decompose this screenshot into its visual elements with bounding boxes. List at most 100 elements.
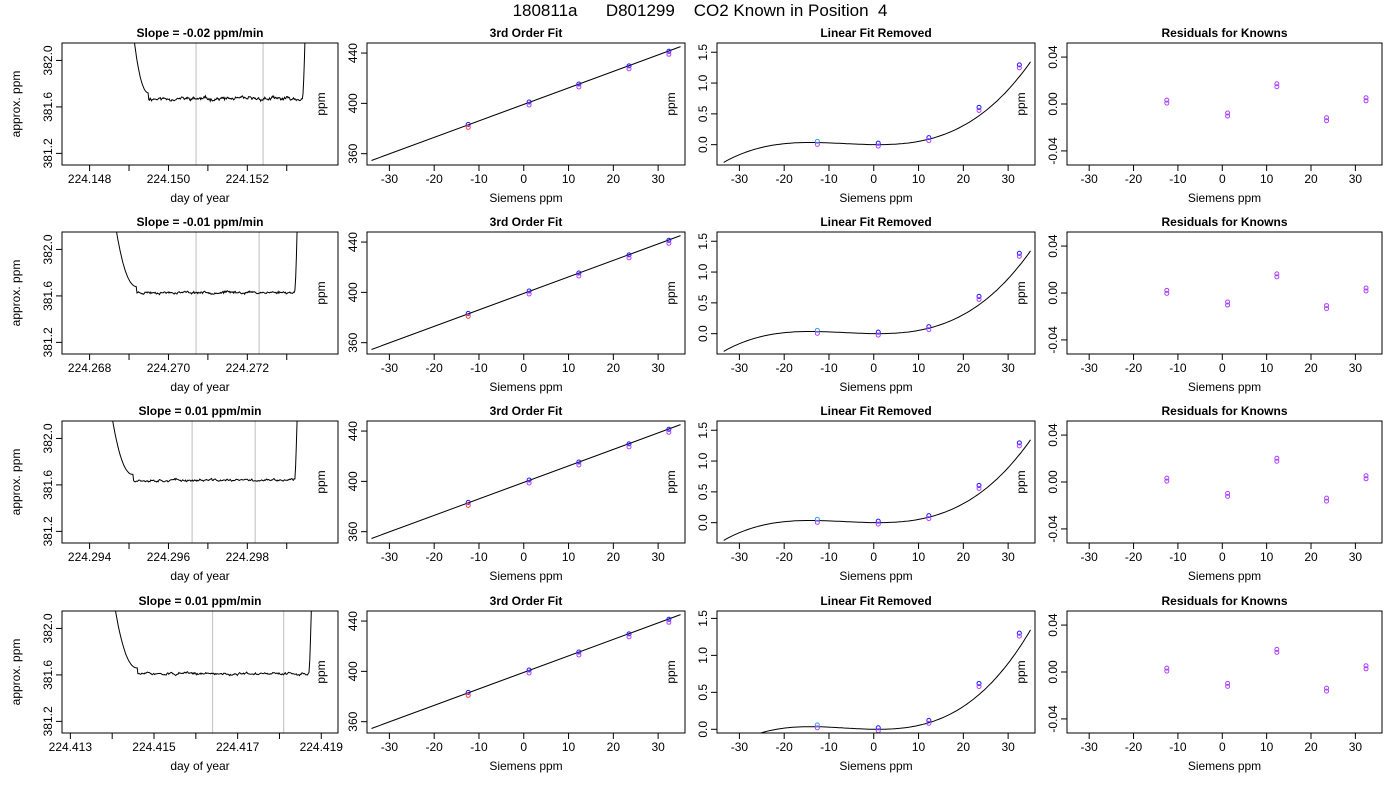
data-point [526,480,532,486]
data-point [1274,646,1280,652]
x-tick-label: -30 [731,172,749,186]
plot-area [1164,646,1369,694]
data-point [926,327,932,333]
data-point [814,722,820,728]
data-point [1324,115,1330,121]
data-point [626,631,632,637]
y-tick-label: 381.2 [41,327,55,357]
data-point [1225,493,1231,499]
chart-panel-r4c1: Slope = 0.01 ppm/min 224.413 224.415 224.41… [9,594,343,773]
data-point [576,84,582,90]
data-point [814,516,820,522]
x-tick-label: 0 [870,361,877,375]
x-tick-label: 30 [1001,550,1015,564]
data-point [875,518,881,524]
y-tick-label: 1.0 [696,452,710,469]
y-axis-label: approx. ppm [9,71,23,138]
data-point [526,667,532,673]
x-tick-label: 10 [562,172,576,186]
data-point [666,48,672,54]
data-point [666,51,672,57]
x-tick-label: 224.272 [226,361,270,375]
data-point [1016,633,1022,639]
y-tick-label: 360 [346,521,360,541]
data-point [976,482,982,488]
x-tick-label: 0 [870,172,877,186]
chart-title: 3rd Order Fit [490,404,563,418]
x-tick-label: -20 [426,361,444,375]
plot-frame [61,610,339,734]
x-tick-label: 224.413 [49,740,93,754]
plot-frame [366,420,686,544]
x-tick-label: 0 [520,172,527,186]
data-point [875,329,881,335]
data-point [1164,97,1170,103]
chart-title: Slope = -0.01 ppm/min [136,215,263,229]
chart-panel-r3c1: Slope = 0.01 ppm/min 224.294 224.296 224.29… [9,404,339,583]
x-tick-label: 10 [912,172,926,186]
plot-area [134,43,306,165]
data-point [1225,680,1231,686]
x-tick-label: 20 [607,740,621,754]
x-tick-label: 0 [1219,550,1226,564]
y-tick-label: 382.0 [41,613,55,643]
y-axis-label: ppm [1014,281,1028,304]
y-tick-label: -0.04 [1046,137,1060,165]
y-tick-label: 0.0 [696,514,710,531]
y-tick-label: 0.0 [696,721,710,738]
data-point [526,102,532,108]
data-point [1363,95,1369,101]
data-point [666,240,672,246]
x-tick-label: 30 [1001,740,1015,754]
plot-area [1164,81,1369,124]
x-tick-label: 224.294 [68,550,112,564]
chart-title: Residuals for Knowns [1161,404,1287,418]
data-point [465,124,471,130]
data-point [1164,290,1170,296]
data-point [976,107,982,113]
data-point [1274,274,1280,280]
data-point [626,441,632,447]
y-tick-label: 0.5 [696,294,710,311]
x-tick-label: 0 [1219,740,1226,754]
data-point [1016,65,1022,71]
x-tick-label: -10 [820,361,838,375]
y-axis-label: ppm [1014,470,1028,493]
y-axis-label: approx. ppm [9,639,23,706]
x-tick-label: 10 [912,361,926,375]
x-axis-label: Siemens ppm [1188,191,1261,205]
plot-area [1164,455,1369,504]
fit-line [371,46,681,161]
data-point [526,99,532,105]
data-point [1225,110,1231,116]
y-tick-label: 0.0 [696,325,710,342]
x-tick-label: 30 [1349,740,1363,754]
x-tick-label: 30 [651,740,665,754]
data-point [926,138,932,144]
plot-frame [716,42,1036,166]
data-point [1164,665,1170,671]
plot-frame [366,42,686,166]
x-tick-label: -20 [776,740,794,754]
data-point [875,143,881,149]
x-tick-label: -30 [731,361,749,375]
data-point [626,255,632,261]
x-axis-label: Siemens ppm [1188,380,1261,394]
x-tick-label: 0 [870,740,877,754]
x-tick-label: -20 [1125,361,1143,375]
data-point [465,313,471,319]
y-tick-label: 0.00 [1046,92,1060,116]
x-tick-label: 0 [870,550,877,564]
x-tick-label: 224.298 [226,550,270,564]
y-tick-label: 382.0 [41,234,55,264]
y-axis-label: approx. ppm [9,449,23,516]
data-point [1324,498,1330,504]
data-point [1363,285,1369,291]
data-point [1274,458,1280,464]
data-point [1016,62,1022,68]
data-point [976,104,982,110]
chart-title: 3rd Order Fit [490,594,563,608]
data-point [1274,649,1280,655]
chart-panel-r1c1: Slope = -0.02 ppm/min 224.148 224.150 224.1… [9,26,339,205]
